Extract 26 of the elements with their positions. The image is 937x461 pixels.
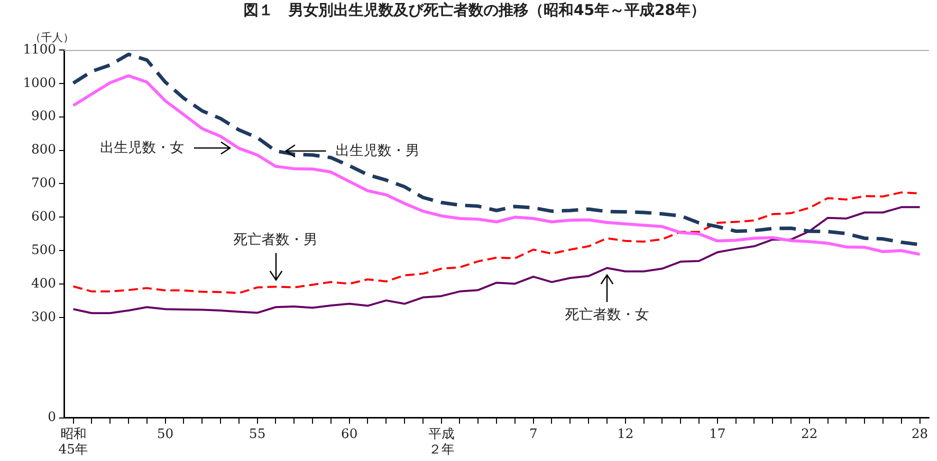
x-tick-label: 60 bbox=[341, 426, 358, 442]
x-tick-label: 昭和45年 bbox=[58, 426, 88, 458]
x-tick-label: 22 bbox=[801, 426, 818, 442]
x-tick-label: 平成２年 bbox=[428, 426, 454, 458]
x-tick-label: 55 bbox=[249, 426, 266, 442]
y-tick-label: 0 bbox=[48, 410, 56, 426]
y-tick-label: 1000 bbox=[22, 76, 56, 91]
x-tick-label: 12 bbox=[617, 426, 634, 442]
x-tick-label: 17 bbox=[709, 426, 726, 442]
y-tick-label: 400 bbox=[31, 276, 56, 292]
y-tick-label: 700 bbox=[31, 176, 56, 192]
x-tick-label: 7 bbox=[529, 426, 538, 442]
series-label: 死亡者数・女 bbox=[564, 306, 649, 324]
series-label: 出生児数・女 bbox=[100, 139, 184, 158]
x-tick-label: 50 bbox=[157, 426, 174, 442]
y-tick-label: 600 bbox=[31, 210, 56, 225]
x-tick-label: 28 bbox=[912, 426, 928, 442]
y-axis-title: （千人） bbox=[30, 30, 74, 44]
y-tick-label: 300 bbox=[31, 310, 56, 325]
series-label: 出生児数・男 bbox=[336, 142, 420, 160]
y-tick-label: 1100 bbox=[22, 42, 56, 58]
y-tick-label: 800 bbox=[31, 142, 56, 158]
text: 死亡者数・男 bbox=[234, 230, 318, 249]
y-tick-label: 900 bbox=[31, 109, 56, 124]
y-tick-label: 500 bbox=[31, 242, 56, 258]
chart-title: 図１ 男女別出生児数及び死亡者数の推移（昭和45年～平成28年） bbox=[244, 0, 706, 19]
